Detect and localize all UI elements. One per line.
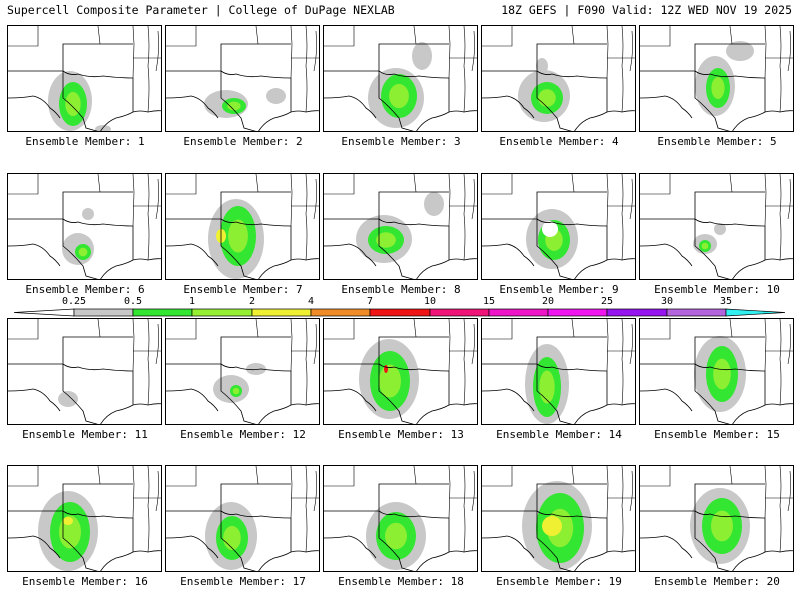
ensemble-member-label: Ensemble Member: 5 <box>657 135 777 148</box>
ensemble-member-label: Ensemble Member: 14 <box>496 428 622 441</box>
scp-contour-map <box>166 26 319 131</box>
ensemble-map-panel <box>481 173 636 280</box>
scp-contour-map <box>324 174 477 279</box>
legend-tick-label: 2 <box>248 296 256 307</box>
legend-tick-label: 35 <box>719 296 733 307</box>
ensemble-map-panel <box>323 173 478 280</box>
scp-contour-map <box>8 26 161 131</box>
legend-tick-label: 0.25 <box>61 296 87 307</box>
ensemble-member-label: Ensemble Member: 11 <box>22 428 148 441</box>
legend-tick-label: 30 <box>660 296 674 307</box>
ensemble-member-label: Ensemble Member: 15 <box>654 428 780 441</box>
legend-colorbar <box>13 308 786 317</box>
legend-tick-label: 15 <box>482 296 496 307</box>
ensemble-map-panel <box>323 25 478 132</box>
legend-tick-label: 7 <box>366 296 374 307</box>
ensemble-map-panel <box>639 25 794 132</box>
ensemble-member-label: Ensemble Member: 3 <box>341 135 461 148</box>
scp-contour-map <box>166 174 319 279</box>
ensemble-map-panel <box>323 318 478 425</box>
scp-contour-map <box>482 174 635 279</box>
ensemble-member-label: Ensemble Member: 8 <box>341 283 461 296</box>
scp-contour-map <box>482 26 635 131</box>
legend-tick-label: 1 <box>188 296 196 307</box>
ensemble-map-panel <box>639 465 794 572</box>
ensemble-map-panel <box>481 318 636 425</box>
scp-contour-map <box>640 466 793 571</box>
ensemble-member-label: Ensemble Member: 18 <box>338 575 464 588</box>
ensemble-map-panel <box>7 25 162 132</box>
ensemble-member-label: Ensemble Member: 7 <box>183 283 303 296</box>
ensemble-map-panel <box>639 318 794 425</box>
ensemble-map-panel <box>481 25 636 132</box>
map-title: Supercell Composite Parameter | College … <box>7 3 395 17</box>
legend-tick-label: 0.5 <box>123 296 143 307</box>
ensemble-map-panel <box>481 465 636 572</box>
legend-tick-label: 25 <box>600 296 614 307</box>
ensemble-map-panel <box>7 318 162 425</box>
scp-contour-map <box>324 319 477 424</box>
ensemble-map-panel <box>165 465 320 572</box>
legend-tick-label: 20 <box>541 296 555 307</box>
scp-contour-map <box>640 26 793 131</box>
scp-contour-map <box>8 466 161 571</box>
ensemble-member-label: Ensemble Member: 16 <box>22 575 148 588</box>
scp-contour-map <box>166 466 319 571</box>
ensemble-member-label: Ensemble Member: 20 <box>654 575 780 588</box>
ensemble-member-label: Ensemble Member: 4 <box>499 135 619 148</box>
ensemble-member-label: Ensemble Member: 19 <box>496 575 622 588</box>
ensemble-member-label: Ensemble Member: 6 <box>25 283 145 296</box>
scp-contour-map <box>324 26 477 131</box>
scp-contour-map <box>640 174 793 279</box>
ensemble-member-label: Ensemble Member: 12 <box>180 428 306 441</box>
ensemble-member-label: Ensemble Member: 2 <box>183 135 303 148</box>
scp-contour-map <box>482 319 635 424</box>
scp-contour-map <box>482 466 635 571</box>
legend-tick-label: 4 <box>307 296 315 307</box>
scp-contour-map <box>8 174 161 279</box>
ensemble-map-panel <box>7 465 162 572</box>
ensemble-map-panel <box>165 318 320 425</box>
model-valid-time: 18Z GEFS | F090 Valid: 12Z WED NOV 19 20… <box>501 3 792 17</box>
ensemble-member-label: Ensemble Member: 13 <box>338 428 464 441</box>
ensemble-member-label: Ensemble Member: 9 <box>499 283 619 296</box>
scp-contour-map <box>640 319 793 424</box>
scp-contour-map <box>8 319 161 424</box>
legend-tick-label: 10 <box>423 296 437 307</box>
color-legend: 0.25 0.5 1 2 4 7 10 15 20 25 30 35 <box>0 295 800 321</box>
ensemble-member-label: Ensemble Member: 1 <box>25 135 145 148</box>
ensemble-map-panel <box>165 25 320 132</box>
ensemble-map-panel <box>323 465 478 572</box>
ensemble-map-panel <box>7 173 162 280</box>
ensemble-member-label: Ensemble Member: 17 <box>180 575 306 588</box>
scp-contour-map <box>324 466 477 571</box>
scp-contour-map <box>166 319 319 424</box>
ensemble-member-label: Ensemble Member: 10 <box>654 283 780 296</box>
ensemble-map-panel <box>639 173 794 280</box>
ensemble-map-panel <box>165 173 320 280</box>
